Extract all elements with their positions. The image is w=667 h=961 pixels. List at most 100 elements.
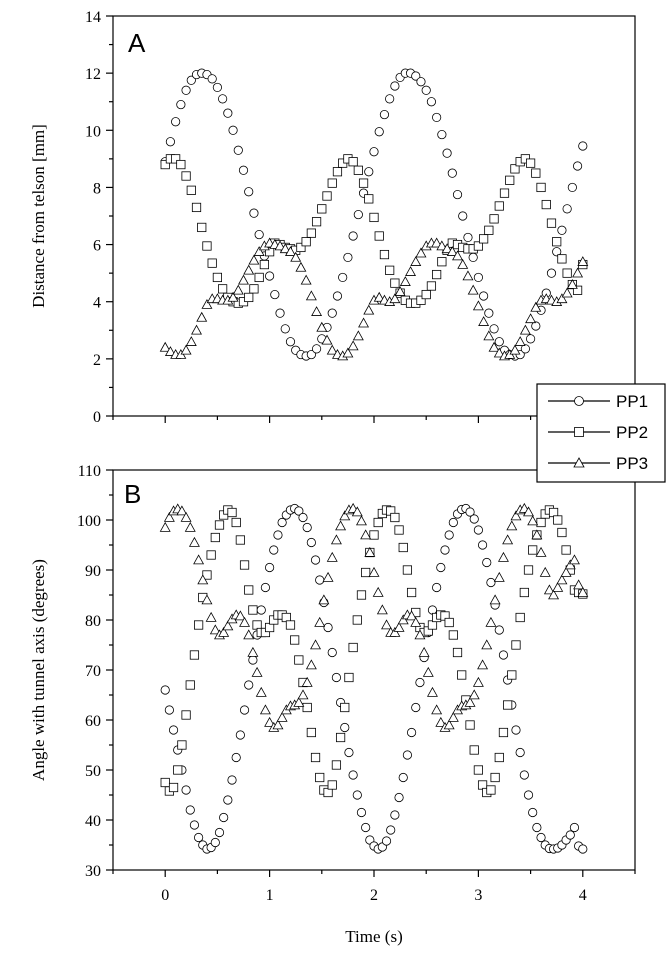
legend-entry-pp2: PP2: [548, 423, 648, 442]
data-point-pp1: [458, 211, 468, 221]
data-point-pp1: [244, 680, 254, 690]
data-point-pp2: [322, 191, 332, 201]
data-point-pp3: [335, 520, 347, 531]
data-point-pp3: [397, 614, 409, 625]
data-point-pp1: [406, 727, 417, 738]
data-point-pp3: [514, 336, 526, 346]
data-point-pp2: [489, 214, 499, 224]
panel-b-y-ticks: 30 40 50 60 70 80 90 100 110: [77, 463, 113, 880]
data-point-pp1: [477, 540, 488, 550]
data-point-pp1: [249, 208, 259, 218]
data-point-pp1: [578, 844, 588, 854]
data-point-pp3: [410, 256, 422, 266]
data-point-pp1: [331, 672, 342, 683]
data-point-pp2: [536, 517, 546, 528]
data-point-pp3: [163, 511, 175, 522]
data-point-pp2: [160, 159, 170, 170]
data-point-pp2: [181, 710, 191, 720]
data-point-pp3: [159, 341, 171, 352]
data-point-pp3: [264, 716, 276, 727]
data-point-pp2: [553, 515, 563, 525]
data-point-pp3: [209, 624, 221, 635]
data-point-pp3: [316, 321, 328, 332]
data-point-pp3: [389, 293, 401, 304]
panel-a-y-tick-label: 8: [93, 180, 101, 197]
data-point-pp2: [352, 615, 362, 625]
data-point-pp3: [368, 566, 380, 577]
data-point-pp2: [302, 702, 312, 713]
data-point-pp2: [426, 281, 437, 291]
data-point-pp2: [361, 567, 371, 578]
data-point-pp3: [351, 506, 363, 517]
data-point-pp3: [301, 676, 313, 687]
data-point-pp2: [515, 612, 525, 623]
data-point-pp2: [369, 212, 379, 223]
data-point-pp2: [160, 777, 170, 788]
data-point-pp2: [206, 550, 216, 560]
data-point-pp1: [223, 795, 233, 805]
data-point-pp3: [364, 546, 376, 557]
data-point-pp3: [201, 298, 213, 309]
data-point-pp2: [259, 259, 269, 270]
data-point-pp1: [473, 272, 483, 283]
data-point-pp2: [207, 258, 217, 268]
data-point-pp3: [176, 505, 188, 516]
data-point-pp2: [369, 530, 379, 540]
data-point-pp1: [244, 187, 254, 197]
data-point-pp2: [348, 157, 358, 167]
data-point-pp1: [369, 147, 379, 157]
data-point-pp3: [519, 324, 531, 335]
data-point-pp2: [541, 199, 551, 210]
panel-b-y-tick-label: 30: [85, 863, 101, 880]
data-point-pp1: [332, 291, 343, 301]
data-point-pp1: [227, 775, 237, 785]
data-point-pp3: [523, 506, 534, 517]
data-point-pp2: [290, 635, 300, 645]
data-point-pp2: [364, 194, 374, 204]
data-point-pp1: [511, 725, 521, 735]
legend-label-pp3: PP3: [616, 454, 648, 473]
data-point-pp1: [352, 790, 362, 800]
data-point-pp3: [227, 291, 239, 302]
data-point-pp3: [279, 243, 291, 254]
panel-b-x-tick-label: 3: [474, 887, 482, 904]
data-point-pp2: [348, 642, 358, 653]
panel-b-x-tick-label: 1: [266, 887, 274, 904]
data-point-pp1: [515, 747, 525, 758]
data-point-pp2: [465, 720, 475, 730]
data-point-pp2: [552, 237, 562, 247]
data-point-pp3: [372, 586, 384, 597]
data-point-pp3: [443, 719, 455, 730]
data-point-pp3: [556, 293, 568, 304]
data-point-pp2: [452, 647, 463, 658]
data-point-pp1: [214, 827, 225, 838]
data-point-pp3: [238, 274, 249, 285]
data-point-pp1: [552, 247, 562, 257]
data-point-pp1: [176, 99, 186, 110]
panel-a-y-ticks: 0 2 4 6 8 10 12 14: [85, 9, 113, 426]
data-point-pp3: [297, 689, 309, 700]
data-point-pp1: [494, 337, 504, 347]
data-point-pp1: [489, 324, 499, 334]
data-point-pp2: [390, 278, 400, 288]
panel-b-x-tick-label: 0: [161, 887, 169, 904]
data-point-pp2: [177, 740, 187, 750]
data-point-pp1: [436, 562, 446, 573]
data-point-pp1: [189, 820, 200, 830]
data-point-pp3: [556, 574, 568, 585]
data-point-pp2: [373, 517, 383, 528]
legend-entry-pp1: PP1: [548, 392, 648, 411]
data-point-pp2: [344, 672, 354, 683]
data-point-pp1: [348, 231, 358, 241]
data-point-pp1: [494, 625, 504, 635]
panel-b-y-tick-label: 40: [85, 813, 101, 830]
data-point-pp2: [244, 585, 254, 595]
data-point-pp3: [410, 616, 422, 627]
data-point-pp1: [181, 785, 191, 795]
data-point-pp1: [340, 722, 350, 733]
data-point-pp1: [306, 537, 316, 548]
data-point-pp3: [415, 247, 427, 258]
data-point-pp2: [285, 620, 296, 630]
data-point-pp1: [270, 289, 280, 300]
